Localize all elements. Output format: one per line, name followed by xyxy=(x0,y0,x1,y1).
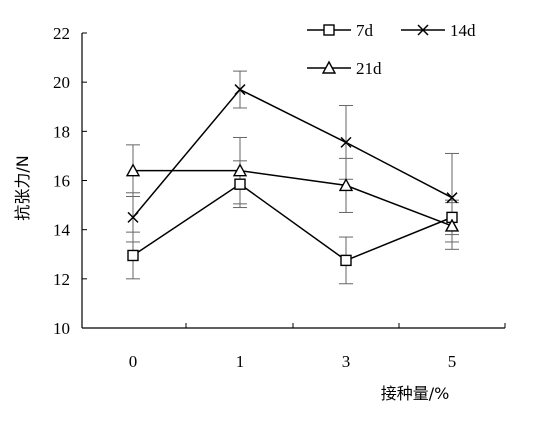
y-tick-label: 12 xyxy=(53,270,70,289)
legend-marker-21d xyxy=(321,60,337,74)
data-point-14d xyxy=(340,136,352,148)
data-point-21d xyxy=(338,177,354,192)
x-tick-label: 3 xyxy=(342,352,351,371)
y-tick-label: 22 xyxy=(53,24,70,43)
y-tick-label: 20 xyxy=(53,73,70,92)
x-tick-label: 0 xyxy=(129,352,138,371)
legend-marker-7d xyxy=(323,24,335,36)
series-line-7d xyxy=(132,183,453,262)
series-markers xyxy=(125,84,460,267)
x-axis-title: 接种量/% xyxy=(381,384,450,403)
data-point-14d xyxy=(127,211,139,223)
legend: 7d 14d 21d xyxy=(307,21,476,78)
data-point-7d xyxy=(340,254,352,267)
series-lines xyxy=(132,88,453,262)
legend-label-7d: 7d xyxy=(356,21,374,40)
y-tick-label: 16 xyxy=(53,172,70,191)
data-point-21d xyxy=(444,218,460,232)
legend-label-21d: 21d xyxy=(356,59,382,78)
data-point-14d xyxy=(446,192,458,204)
data-point-7d xyxy=(234,178,246,190)
data-point-21d xyxy=(232,163,248,177)
y-tick-label: 10 xyxy=(53,319,70,338)
axes: 10 12 14 16 18 20 22 0 1 3 5 xyxy=(53,24,506,371)
data-point-7d xyxy=(127,249,139,262)
series-line-14d xyxy=(132,88,453,218)
y-tick-label: 18 xyxy=(53,122,70,141)
y-tick-label: 14 xyxy=(53,221,71,240)
data-point-14d xyxy=(234,84,246,96)
legend-label-14d: 14d xyxy=(450,21,476,40)
x-tick-label: 1 xyxy=(236,352,245,371)
series-line-21d xyxy=(133,169,453,227)
legend-marker-14d xyxy=(417,24,429,36)
x-tick-label: 5 xyxy=(448,352,457,371)
y-axis-title: 抗张力/N xyxy=(13,155,32,220)
data-point-21d xyxy=(125,163,141,177)
